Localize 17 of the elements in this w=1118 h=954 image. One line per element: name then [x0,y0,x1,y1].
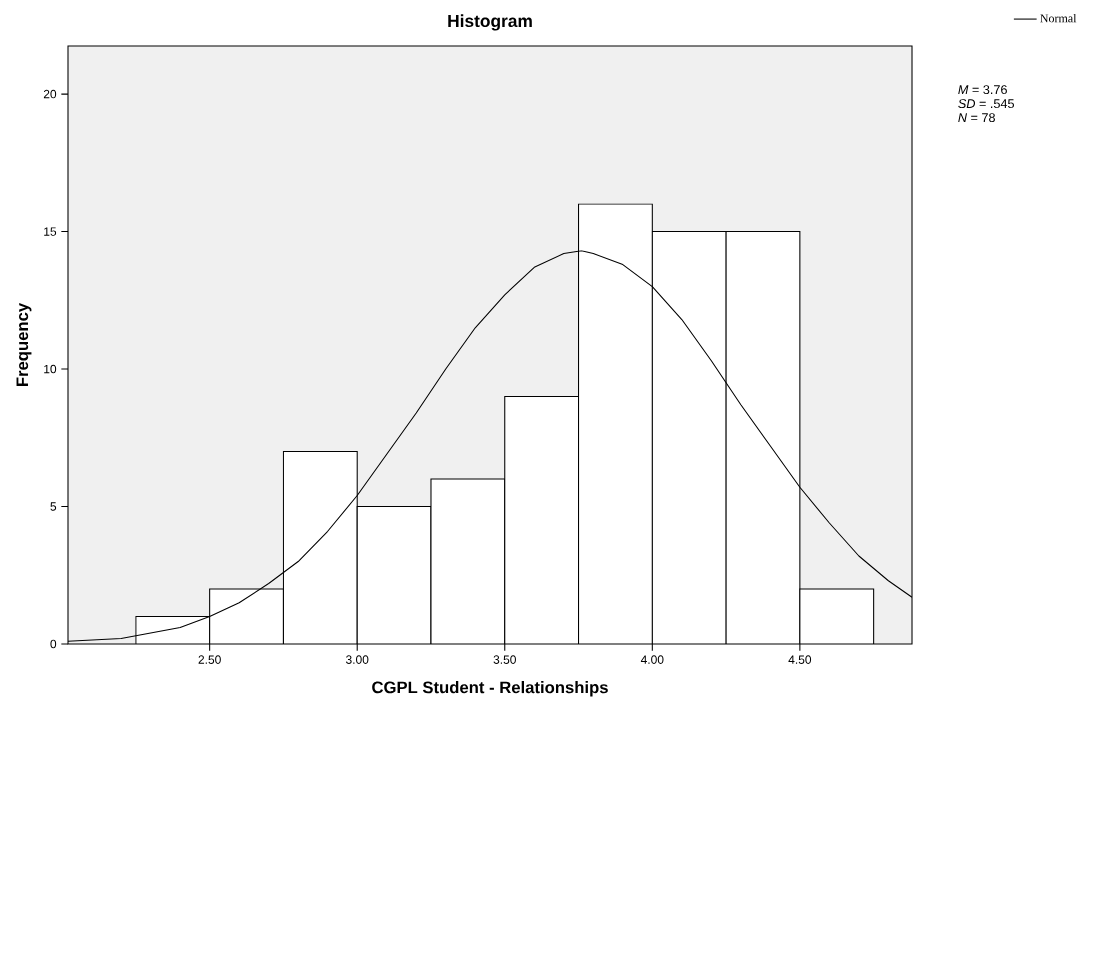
chart-title: Histogram [448,14,532,31]
y-tick-label: 20 [43,89,57,99]
y-axis-title: Frequency [16,302,32,387]
x-tick-label: 4.00 [640,655,664,664]
legend-label: Normal [1040,13,1077,23]
x-tick-label: 3.00 [345,655,369,664]
text: N = 78 [958,113,995,123]
x-tick-label: 3.50 [493,655,516,664]
text: M = 3.76 [958,85,1007,95]
y-tick-label: 5 [50,502,57,511]
y-tick-label: 10 [44,364,57,374]
x-tick-label: 2.50 [198,655,221,664]
x-tick-label: 4.50 [788,655,812,664]
text: SD = .545 [958,99,1014,109]
y-tick-label: 0 [50,639,57,649]
x-axis-title: CGPL Student - Relationships [372,681,608,697]
y-tick-label: 15 [44,227,57,236]
